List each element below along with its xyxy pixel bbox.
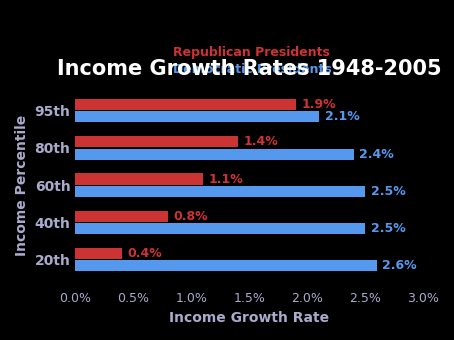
Text: 0.8%: 0.8% (174, 210, 208, 223)
Bar (75, 173, 203, 185)
Text: 2.1%: 2.1% (325, 110, 359, 123)
Bar (75, 186, 365, 197)
Bar (75, 248, 122, 259)
Text: 2.5%: 2.5% (371, 222, 405, 235)
Bar (75, 260, 377, 271)
Text: 0.4%: 0.4% (128, 247, 162, 260)
Text: Democratic Presidents: Democratic Presidents (173, 63, 331, 75)
Bar (75, 136, 237, 148)
Text: 2.5%: 2.5% (371, 185, 405, 198)
Bar (75, 149, 354, 160)
Text: Republican Presidents: Republican Presidents (173, 46, 330, 59)
Bar (75, 99, 296, 110)
Bar (75, 111, 319, 122)
Bar (75, 223, 365, 234)
Text: 2.4%: 2.4% (359, 148, 394, 160)
Y-axis label: Income Percentile: Income Percentile (15, 115, 29, 256)
Bar (75, 211, 168, 222)
Text: 1.1%: 1.1% (208, 173, 243, 186)
Title: Income Growth Rates 1948-2005: Income Growth Rates 1948-2005 (57, 58, 441, 79)
Text: 1.9%: 1.9% (301, 98, 336, 111)
Text: 1.4%: 1.4% (243, 135, 278, 148)
Text: 2.6%: 2.6% (382, 259, 417, 272)
X-axis label: Income Growth Rate: Income Growth Rate (169, 311, 329, 325)
